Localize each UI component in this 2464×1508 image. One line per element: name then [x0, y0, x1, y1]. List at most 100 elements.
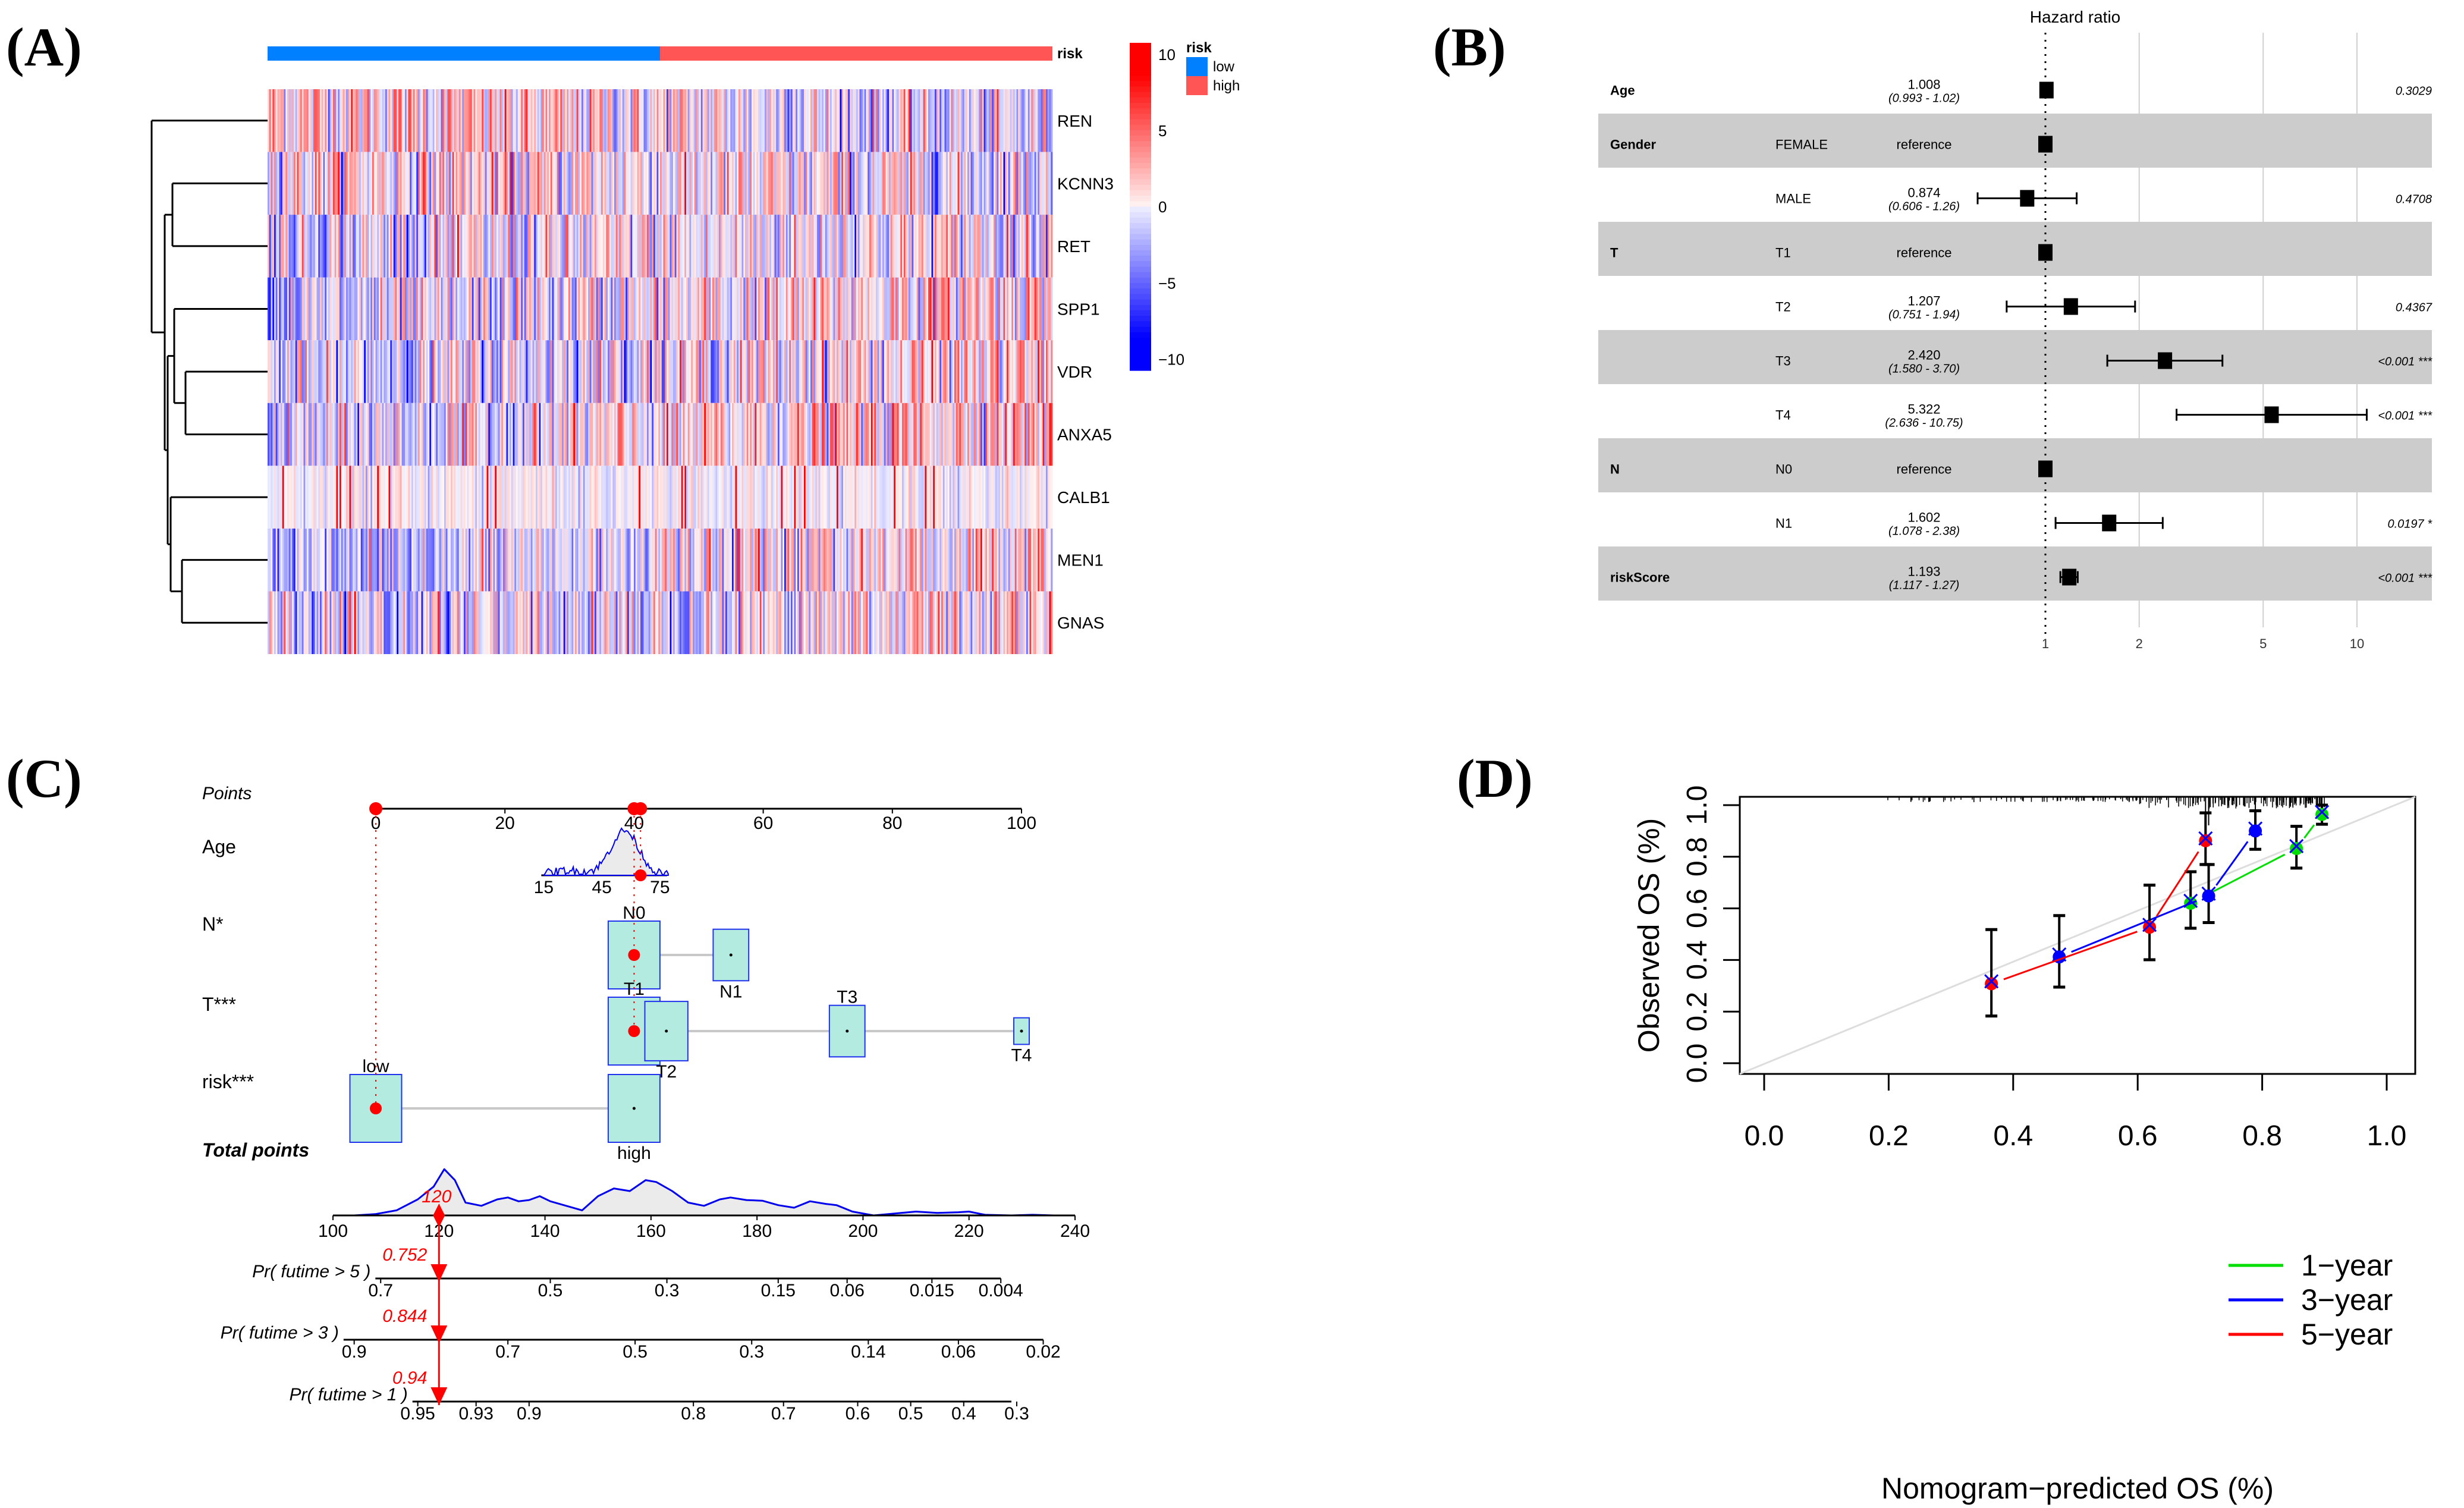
color-scale-segment	[1130, 354, 1151, 360]
heatmap-cell	[766, 466, 768, 529]
heatmap-cell	[916, 215, 919, 278]
heatmap-cell	[488, 528, 491, 592]
color-scale-segment	[1130, 124, 1151, 131]
heatmap-cell	[329, 340, 332, 403]
heatmap-cell	[303, 466, 306, 529]
heatmap-cell	[680, 152, 682, 215]
heatmap-cell	[543, 466, 546, 529]
heatmap-cell	[990, 215, 992, 278]
heatmap-cell	[846, 152, 848, 215]
heatmap-cell	[428, 340, 430, 403]
heatmap-cell	[694, 277, 696, 341]
heatmap-cell	[1026, 277, 1029, 341]
heatmap-cell	[683, 466, 685, 529]
heatmap-cell	[543, 215, 546, 278]
heatmap-cell	[540, 215, 543, 278]
heatmap-cell	[935, 403, 937, 466]
heatmap-cell	[288, 340, 291, 403]
heatmap-cell	[393, 89, 395, 152]
heatmap-cell	[941, 591, 944, 654]
heatmap-cell	[1033, 466, 1035, 529]
heatmap-cell	[909, 152, 911, 215]
color-scale-segment	[1130, 256, 1151, 262]
heatmap-cell	[606, 403, 608, 466]
heatmap-cell	[312, 89, 314, 152]
heatmap-cell	[640, 340, 643, 403]
heatmap-cell	[894, 528, 896, 592]
heatmap-cell	[844, 215, 847, 278]
heatmap-cell	[813, 340, 816, 403]
heatmap-cell	[282, 528, 284, 592]
heatmap-cell	[846, 528, 848, 592]
heatmap-cell	[962, 89, 964, 152]
forest-level-label: N0	[1775, 462, 1792, 477]
heatmap-cell	[536, 340, 538, 403]
heatmap-cell	[362, 215, 364, 278]
heatmap-cell	[495, 403, 497, 466]
color-scale-segment	[1130, 337, 1151, 344]
heatmap-cell	[346, 152, 348, 215]
heatmap-cell	[511, 340, 513, 403]
heatmap-cell	[689, 89, 692, 152]
heatmap-cell	[856, 528, 859, 592]
heatmap-cell	[831, 591, 834, 654]
heatmap-cell	[771, 528, 774, 592]
heatmap-cell	[619, 89, 621, 152]
heatmap-cell	[1051, 528, 1053, 592]
heatmap-cell	[588, 277, 590, 341]
heatmap-cell	[988, 152, 991, 215]
heatmap-cell	[691, 403, 693, 466]
heatmap-cell	[787, 340, 790, 403]
heatmap-cell	[455, 466, 458, 529]
heatmap-cell	[268, 215, 270, 278]
heatmap-cell	[595, 89, 597, 152]
heatmap-cell	[385, 89, 388, 152]
heatmap-cell	[678, 403, 680, 466]
heatmap-cell	[939, 528, 942, 592]
color-scale-segment	[1130, 103, 1151, 109]
heatmap-cell	[799, 528, 801, 592]
heatmap-cell	[802, 89, 804, 152]
heatmap-cell	[686, 591, 689, 654]
heatmap-cell	[944, 403, 947, 466]
heatmap-cell	[393, 528, 395, 592]
heatmap-cell	[776, 215, 778, 278]
heatmap-cell	[384, 277, 386, 341]
heatmap-cell	[782, 403, 785, 466]
heatmap-cell	[840, 528, 842, 592]
heatmap-cell	[869, 466, 872, 529]
heatmap-cell	[851, 466, 853, 529]
heatmap-cell	[536, 89, 538, 152]
heatmap-cell	[990, 403, 992, 466]
heatmap-cell	[340, 591, 342, 654]
heatmap-cell	[630, 277, 633, 341]
heatmap-cell	[637, 340, 639, 403]
heatmap-cell	[765, 277, 767, 341]
heatmap-cell	[442, 340, 445, 403]
heatmap-cell	[725, 466, 728, 529]
heatmap-cell	[478, 277, 480, 341]
heatmap-cell	[508, 152, 510, 215]
heatmap-cell	[948, 152, 950, 215]
color-scale-segment	[1130, 141, 1151, 147]
heatmap-cell	[678, 277, 680, 341]
heatmap-cell	[929, 528, 932, 592]
heatmap-cell	[822, 528, 824, 592]
heatmap-cell	[712, 152, 715, 215]
heatmap-cell	[287, 403, 290, 466]
heatmap-cell	[373, 215, 376, 278]
heatmap-cell	[707, 340, 709, 403]
heatmap-cell	[606, 466, 608, 529]
heatmap-cell	[576, 591, 579, 654]
heatmap-cell	[377, 340, 379, 403]
heatmap-cell	[336, 591, 338, 654]
heatmap-cell	[812, 152, 814, 215]
heatmap-cell	[353, 89, 355, 152]
heatmap-cell	[382, 89, 384, 152]
heatmap-cell	[661, 277, 664, 341]
heatmap-cell	[884, 277, 886, 341]
gene-label-calb1: CALB1	[1057, 488, 1110, 507]
heatmap-cell	[791, 466, 793, 529]
heatmap-cell	[910, 277, 912, 341]
total-points-tick-label: 140	[530, 1221, 560, 1241]
